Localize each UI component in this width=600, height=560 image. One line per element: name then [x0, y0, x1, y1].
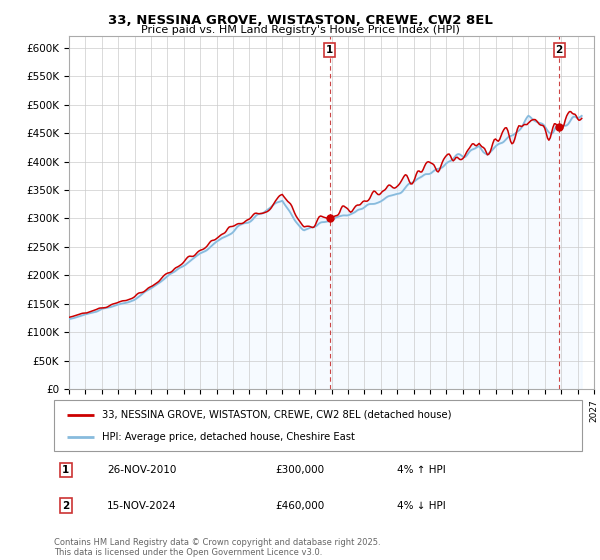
- Text: £300,000: £300,000: [276, 465, 325, 475]
- Text: 33, NESSINA GROVE, WISTASTON, CREWE, CW2 8EL: 33, NESSINA GROVE, WISTASTON, CREWE, CW2…: [107, 14, 493, 27]
- Text: 4% ↑ HPI: 4% ↑ HPI: [397, 465, 446, 475]
- Text: 26-NOV-2010: 26-NOV-2010: [107, 465, 176, 475]
- Text: 15-NOV-2024: 15-NOV-2024: [107, 501, 176, 511]
- Text: Price paid vs. HM Land Registry's House Price Index (HPI): Price paid vs. HM Land Registry's House …: [140, 25, 460, 35]
- Text: £460,000: £460,000: [276, 501, 325, 511]
- Text: 1: 1: [326, 45, 334, 55]
- Text: 33, NESSINA GROVE, WISTASTON, CREWE, CW2 8EL (detached house): 33, NESSINA GROVE, WISTASTON, CREWE, CW2…: [101, 409, 451, 419]
- Text: 4% ↓ HPI: 4% ↓ HPI: [397, 501, 446, 511]
- Text: Contains HM Land Registry data © Crown copyright and database right 2025.
This d: Contains HM Land Registry data © Crown c…: [54, 538, 380, 557]
- Text: HPI: Average price, detached house, Cheshire East: HPI: Average price, detached house, Ches…: [101, 432, 355, 442]
- Text: 1: 1: [62, 465, 69, 475]
- FancyBboxPatch shape: [54, 400, 582, 451]
- Text: 2: 2: [556, 45, 563, 55]
- Text: 2: 2: [62, 501, 69, 511]
